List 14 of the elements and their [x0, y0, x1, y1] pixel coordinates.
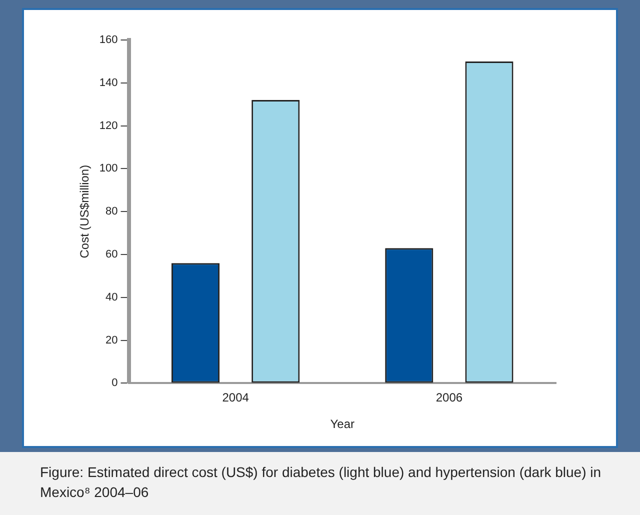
text: Figure: Estimated direct cost (US$) for diabetes (light blue) and hypertension (dark blue) in Mexico⁸ 2004–06 — [0, 452, 640, 515]
y-tick-label: 0 — [112, 377, 118, 390]
x-tick-label: 2006 — [436, 390, 463, 405]
y-tick-label: 80 — [106, 206, 118, 218]
y-tick-label: 20 — [106, 334, 118, 346]
x-tick-label: 2004 — [222, 390, 250, 405]
y-tick-label: 120 — [99, 120, 118, 132]
y-tick-label: 60 — [106, 248, 118, 261]
y-tick-label: 100 — [99, 162, 118, 175]
y-tick-label: 140 — [99, 76, 118, 89]
y-tick-label: 40 — [106, 291, 118, 304]
y-tick-label: 160 — [99, 34, 118, 46]
x-axis-title: Year — [330, 417, 354, 432]
y-axis-title: Cost (US$million) — [78, 164, 92, 258]
